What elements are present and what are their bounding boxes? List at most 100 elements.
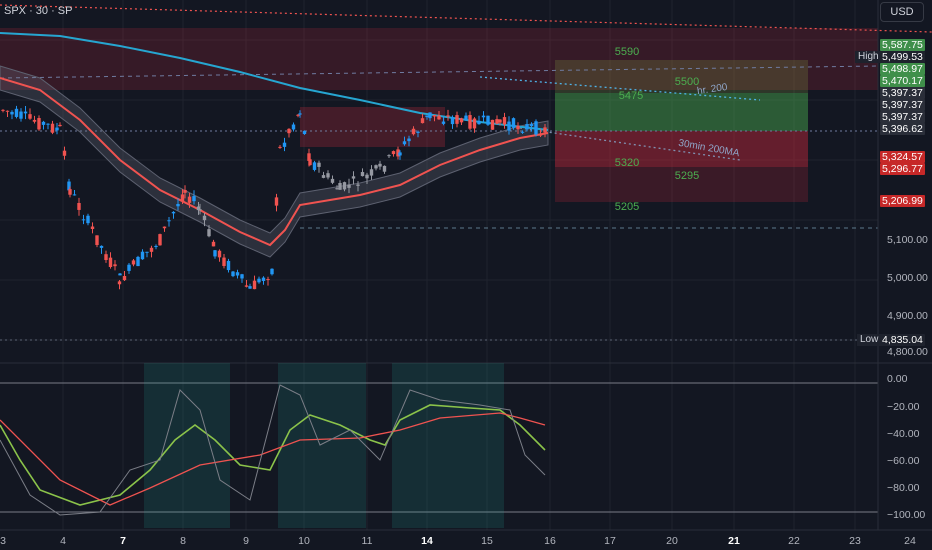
candle — [261, 277, 266, 281]
candle — [72, 194, 77, 196]
price-label: 5,499.53 — [880, 51, 925, 63]
candle — [167, 220, 171, 222]
candle — [55, 127, 59, 131]
candle — [351, 176, 356, 179]
candle — [81, 219, 86, 221]
candle — [1, 109, 5, 111]
candle — [158, 234, 162, 246]
osc-axis-label: −20.00 — [887, 401, 920, 413]
candle — [28, 114, 32, 119]
candle — [154, 245, 158, 248]
candle — [192, 196, 196, 202]
candle — [464, 115, 468, 120]
osc-axis-label: −40.00 — [887, 428, 920, 440]
candle — [416, 131, 420, 133]
candle — [231, 271, 235, 277]
candle — [140, 251, 145, 260]
candle — [330, 178, 335, 183]
candle — [342, 182, 347, 190]
candle — [90, 226, 95, 230]
ema-band — [0, 65, 549, 258]
osc-zone — [278, 363, 366, 528]
price-label: 5,296.77 — [880, 163, 925, 175]
candle — [207, 229, 211, 237]
time-axis-label: 17 — [604, 535, 616, 547]
candle — [441, 121, 446, 124]
candle — [391, 151, 396, 155]
time-axis-label: 15 — [481, 535, 493, 547]
resistance-trend — [0, 4, 932, 33]
candle — [240, 274, 244, 279]
candle — [274, 197, 279, 206]
candle — [516, 125, 520, 130]
candle — [347, 184, 351, 188]
target-zone — [555, 93, 808, 131]
price-label: 5,397.37 — [880, 111, 925, 123]
candle — [502, 117, 507, 125]
target-zone-upper — [555, 60, 808, 93]
price-label: 5,206.99 — [880, 195, 925, 207]
osc-slow-line — [0, 412, 546, 506]
hr200-line — [479, 76, 761, 101]
candle — [217, 250, 222, 258]
candle — [5, 110, 10, 112]
candle — [498, 119, 502, 123]
level-5590: 5590 — [614, 46, 640, 58]
candle — [37, 118, 41, 130]
candle — [244, 285, 249, 287]
candle — [378, 163, 382, 167]
osc-axis-label: 0.00 — [887, 373, 908, 385]
candle — [382, 165, 387, 172]
candle — [108, 257, 113, 268]
candle — [252, 280, 257, 290]
candle — [538, 133, 543, 136]
time-axis-label: 14 — [421, 535, 433, 547]
time-axis-label: 11 — [361, 535, 373, 547]
candle — [270, 268, 274, 275]
candle — [534, 121, 538, 135]
candle — [95, 235, 99, 245]
candle — [266, 279, 270, 281]
candle — [145, 251, 149, 253]
candle — [428, 112, 432, 119]
candle — [196, 206, 201, 211]
candle — [356, 184, 360, 186]
candle — [507, 121, 511, 131]
candle — [41, 121, 46, 125]
candle — [211, 241, 216, 247]
price-axis-label: 4,900.00 — [887, 310, 928, 322]
time-axis-label: 10 — [298, 535, 310, 547]
stop-zone — [555, 131, 808, 167]
candle — [338, 183, 342, 190]
time-axis-label: 7 — [120, 535, 126, 547]
candle — [511, 118, 516, 128]
candle — [481, 115, 486, 118]
candle — [525, 124, 529, 130]
symbol-title[interactable]: SPX · 30 · SP — [4, 5, 73, 17]
candle — [287, 128, 291, 134]
candle — [302, 130, 307, 135]
candle — [50, 123, 55, 133]
price-label: 5,324.57 — [880, 151, 925, 163]
candle — [486, 115, 490, 125]
candle — [402, 141, 407, 145]
candle — [543, 127, 547, 133]
candle — [14, 108, 19, 117]
candle — [455, 115, 459, 124]
time-axis-label: 24 — [904, 535, 916, 547]
price-label: 4,835.04 — [880, 334, 925, 346]
price-axis-label: 4,800.00 — [887, 346, 928, 358]
candle — [162, 226, 167, 229]
candle — [360, 172, 365, 177]
resistance-zone — [0, 28, 878, 90]
time-axis-label: 23 — [849, 535, 861, 547]
osc-axis-label: −80.00 — [887, 482, 920, 494]
candle — [171, 211, 176, 214]
ma200-line — [519, 127, 741, 161]
currency-button[interactable]: USD — [880, 2, 924, 22]
time-axis-label: 22 — [788, 535, 800, 547]
price-axis-label: 5,100.00 — [887, 234, 928, 246]
stop-zone-lower — [555, 167, 808, 202]
candle — [420, 118, 425, 124]
